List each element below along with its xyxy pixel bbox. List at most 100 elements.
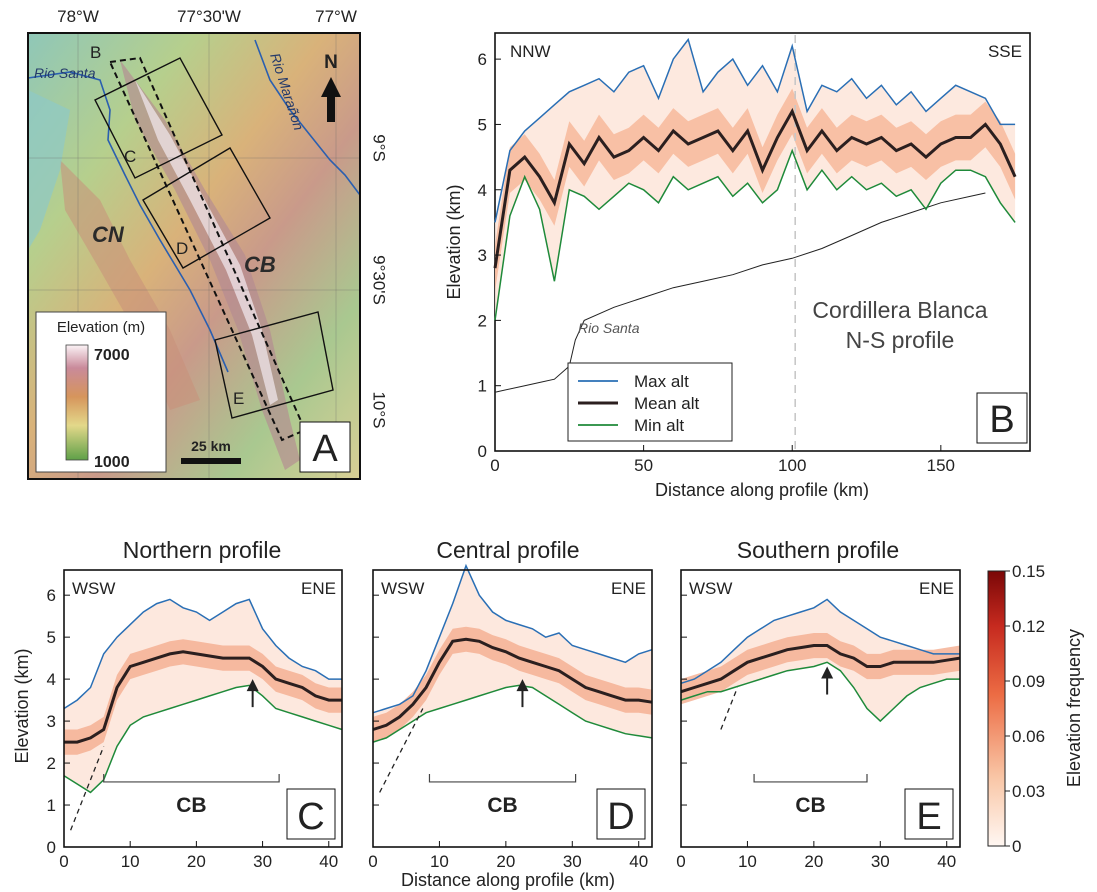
min-line: [680, 661, 960, 723]
profile-d-box: [142, 147, 271, 269]
y-tick-label: 6: [47, 586, 56, 605]
y-tick-label: 1: [47, 796, 56, 815]
north-arrow: N: [321, 52, 341, 122]
x-tick-label: 0: [368, 852, 377, 871]
profile-c-box: [94, 57, 223, 179]
dir-left-label: WSW: [381, 579, 424, 598]
x-tick-label: 20: [496, 852, 515, 871]
panel-b-label: B: [989, 399, 1014, 441]
title-northern: Northern profile: [123, 537, 282, 563]
y-tick-label: 0: [478, 442, 487, 461]
max-line: [372, 563, 653, 714]
x-tick-label: 0: [59, 852, 68, 871]
y-tick-label: 2: [478, 311, 487, 330]
panel-b: 0 50 100 150 0 1 2 3 4 5 6 Distance along profile …: [444, 32, 1031, 500]
legend-title: Elevation (m): [57, 319, 145, 336]
lat-tick-9s: 9°S: [370, 134, 389, 162]
freq-core: [681, 633, 960, 705]
panel-b-max-line: [494, 37, 1016, 223]
panel-b-rio-santa-line: [494, 192, 986, 393]
plot-frame: [680, 569, 961, 848]
elevation-legend: Elevation (m) 7000 1000: [35, 311, 167, 473]
lon-tick-77-30w: 77°30'W: [177, 7, 241, 26]
x-tick-label: 30: [563, 852, 582, 871]
map-panel: 78°W 77°30'W 77°W 9°S 9°30'S 10°S Rio Sa…: [27, 7, 389, 480]
freq-core: [64, 639, 342, 755]
cb-bracket: [753, 773, 868, 783]
rio-maranon-river: [254, 39, 361, 196]
colorbar-ticks: 0.15 0.12 0.09 0.06 0.03 0: [1005, 562, 1045, 856]
lat-tick-9-30s: 9°30'S: [370, 255, 389, 305]
panel-b-dir-left: NNW: [510, 42, 551, 61]
profile-e-box: [214, 311, 334, 419]
rio-santa-label: Rio Santa: [34, 65, 96, 81]
scale-label: 25 km: [191, 438, 231, 454]
box-c-label: C: [124, 147, 136, 166]
panel-b-legend: Max alt Mean alt Min alt: [567, 362, 733, 442]
x-tick-label: 30: [871, 852, 890, 871]
mean-line: [680, 644, 961, 694]
panel-b-min-line: [494, 148, 1016, 321]
dir-right-label: ENE: [919, 579, 954, 598]
colorbar-tick-label: 0: [1012, 837, 1021, 856]
x-tick-label: 10: [121, 852, 140, 871]
dir-left-label: WSW: [689, 579, 732, 598]
min-line: [372, 684, 653, 743]
y-tick-label: 4: [478, 181, 487, 200]
panel-d: CB WSW ENE 0 10 20 30 40 D: [368, 563, 653, 871]
x-tick-label: 40: [937, 852, 956, 871]
panel-b-ylabel: Elevation (km): [444, 184, 464, 299]
x-tick-label: 40: [319, 852, 338, 871]
y-tick-label: 0: [47, 838, 56, 857]
y-tick-label: 4: [47, 670, 56, 689]
colorbar-tick-label: 0.06: [1012, 727, 1045, 746]
scale-bar-rect: [181, 458, 241, 464]
min-line: [63, 684, 343, 794]
legend-min: 1000: [94, 454, 130, 471]
map-frame: [27, 32, 361, 480]
x-tick-label: 10: [430, 852, 449, 871]
y-tick-label: 1: [478, 377, 487, 396]
title-central: Central profile: [436, 537, 579, 563]
cb-label: CB: [487, 794, 517, 817]
y-tick-label: 2: [47, 754, 56, 773]
x-tick-label: 10: [738, 852, 757, 871]
colorbar-label: Elevation frequency: [1064, 629, 1084, 787]
y-tick-label: 3: [47, 712, 56, 731]
x-tick-label: 0: [676, 852, 685, 871]
rio-santa-river: [27, 71, 229, 373]
panel-b-dir-right: SSE: [988, 42, 1022, 61]
panel-a-box: [299, 421, 351, 473]
x-tick-label: 50: [634, 456, 653, 475]
legend-max-label: Max alt: [634, 372, 689, 391]
dir-right-label: ENE: [611, 579, 646, 598]
x-tick-label: 0: [490, 456, 499, 475]
legend-mean-label: Mean alt: [634, 394, 699, 413]
cb-bracket: [103, 773, 280, 783]
north-arrow-icon: [321, 77, 341, 122]
panel-b-mean-line: [493, 107, 1017, 269]
panel-b-xlabel: Distance along profile (km): [655, 480, 869, 500]
profile-b-swath: [108, 56, 307, 442]
mean-line: [372, 637, 653, 731]
box-d-label: D: [176, 239, 188, 258]
legend-box: [35, 311, 167, 473]
lon-tick-77w: 77°W: [315, 7, 357, 26]
max-line: [63, 598, 342, 710]
mean-line: [64, 650, 342, 744]
extrapolation-dash: [70, 746, 105, 831]
max-line: [680, 598, 960, 685]
panel-b-title-1: Cordillera Blanca: [812, 297, 987, 323]
y-tick-label: 5: [478, 115, 487, 134]
panel-letter-box: [286, 788, 336, 840]
frequency-colorbar: 0.15 0.12 0.09 0.06 0.03 0 Elevation frequenc…: [987, 562, 1084, 856]
up-arrow-icon: [516, 679, 529, 692]
dir-left-label: WSW: [72, 579, 115, 598]
lat-tick-10s: 10°S: [370, 391, 389, 428]
x-tick-label: 30: [253, 852, 272, 871]
bottom-xlabel: Distance along profile (km): [401, 870, 615, 890]
scale-bar: 25 km: [181, 438, 241, 464]
panel-b-freq-band: [495, 39, 1016, 321]
panel-b-ticks: 0 50 100 150 0 1 2 3 4 5 6: [478, 50, 955, 475]
box-b-label: B: [90, 43, 101, 62]
